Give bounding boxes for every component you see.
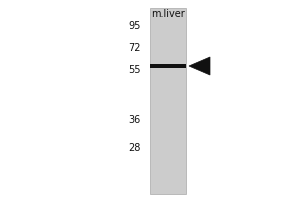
Text: m.liver: m.liver (151, 9, 185, 19)
Polygon shape (189, 57, 210, 75)
Bar (150, 8, 186, 194)
Text: 95: 95 (129, 21, 141, 31)
Text: 36: 36 (129, 115, 141, 125)
Text: 55: 55 (128, 65, 141, 75)
Text: 28: 28 (129, 143, 141, 153)
Text: 72: 72 (128, 43, 141, 53)
Bar (150, 64, 186, 68)
